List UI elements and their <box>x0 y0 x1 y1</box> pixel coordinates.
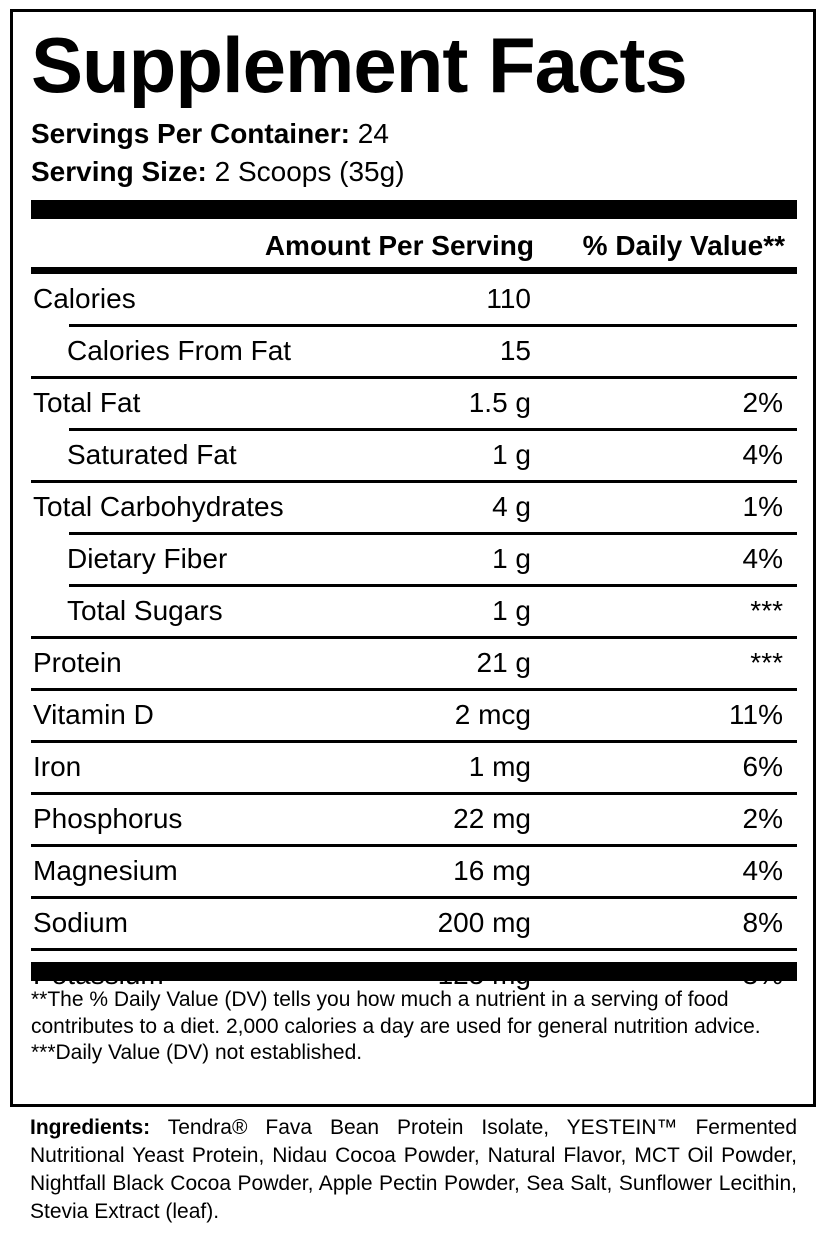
nutrient-amount: 1.5 g <box>468 387 531 418</box>
nutrient-row: Total Sugars 1 g *** <box>31 584 797 636</box>
medium-divider <box>31 267 797 274</box>
nutrient-name: Sodium <box>33 907 128 938</box>
nutrient-name: Calories From Fat <box>67 335 292 366</box>
amount-header: Amount Per Serving <box>264 230 534 261</box>
panel-title: Supplement Facts <box>31 21 688 109</box>
nutrient-daily-value: 11% <box>729 699 783 730</box>
serving-size-label: Serving Size: <box>31 156 207 187</box>
nutrient-row: Calories 110 <box>31 275 797 324</box>
nutrient-row: Phosphorus 22 mg 2% <box>31 792 797 844</box>
nutrient-amount: 1 g <box>492 439 531 470</box>
nutrient-daily-value: *** <box>750 595 783 626</box>
nutrient-amount: 1 mg <box>468 751 531 782</box>
nutrient-daily-value: 8% <box>742 907 783 938</box>
nutrient-amount: 16 mg <box>453 855 531 886</box>
nutrient-daily-value: 4% <box>742 543 783 574</box>
nutrient-daily-value: 6% <box>742 751 783 782</box>
nutrient-row: Protein 21 g *** <box>31 636 797 688</box>
nutrient-name: Protein <box>33 647 122 678</box>
nutrient-amount: 21 g <box>476 647 532 678</box>
nutrient-daily-value: 4% <box>742 439 783 470</box>
nutrient-row: Vitamin D 2 mcg 11% <box>31 688 797 740</box>
ingredients-label: Ingredients: <box>30 1116 151 1139</box>
nutrient-row: Saturated Fat 1 g 4% <box>31 428 797 480</box>
nutrient-name: Total Fat <box>33 387 141 418</box>
nutrient-table: Calories 110 Calories From Fat 15 Total Fat 1… <box>31 275 797 1000</box>
supplement-facts-panel: Supplement Facts Servings Per Container:… <box>10 9 816 1107</box>
nutrient-amount: 2 mcg <box>454 699 531 730</box>
serving-size-value: 2 Scoops (35g) <box>214 156 405 187</box>
nutrient-row: Magnesium 16 mg 4% <box>31 844 797 896</box>
nutrient-amount: 200 mg <box>437 907 531 938</box>
thick-divider <box>31 200 797 219</box>
nutrient-daily-value: *** <box>750 647 783 678</box>
nutrient-daily-value: 4% <box>742 855 783 886</box>
thick-divider-bottom <box>31 962 797 981</box>
footnote-dv: **The % Daily Value (DV) tells you how m… <box>31 988 761 1038</box>
nutrient-name: Saturated Fat <box>67 439 237 470</box>
ingredients-text: Tendra® Fava Bean Protein Isolate, YESTE… <box>30 1116 797 1223</box>
ingredients: Ingredients: Tendra® Fava Bean Protein I… <box>30 1114 797 1226</box>
nutrient-row: Sodium 200 mg 8% <box>31 896 797 948</box>
nutrient-name: Magnesium <box>33 855 178 886</box>
nutrient-daily-value: 1% <box>742 491 783 522</box>
nutrient-amount: 22 mg <box>453 803 531 834</box>
serving-size: Serving Size: 2 Scoops (35g) <box>31 156 405 188</box>
footnote-not-established: ***Daily Value (DV) not established. <box>31 1041 363 1064</box>
nutrient-name: Dietary Fiber <box>67 543 228 574</box>
nutrient-name: Phosphorus <box>33 803 183 834</box>
servings-label: Servings Per Container: <box>31 118 350 149</box>
column-header: Amount Per Serving % Daily Value** <box>31 220 797 270</box>
nutrient-amount: 15 <box>499 335 531 366</box>
nutrient-amount: 4 g <box>492 491 531 522</box>
nutrient-row: Total Carbohydrates 4 g 1% <box>31 480 797 532</box>
nutrient-row: Total Fat 1.5 g 2% <box>31 376 797 428</box>
nutrient-name: Total Sugars <box>67 595 223 626</box>
servings-value: 24 <box>357 118 389 149</box>
nutrient-name: Vitamin D <box>33 699 154 730</box>
servings-per-container: Servings Per Container: 24 <box>31 118 389 150</box>
nutrient-row: Iron 1 mg 6% <box>31 740 797 792</box>
nutrient-amount: 1 g <box>492 543 531 574</box>
nutrient-daily-value: 2% <box>742 803 783 834</box>
nutrient-row: Dietary Fiber 1 g 4% <box>31 532 797 584</box>
nutrient-amount: 1 g <box>492 595 531 626</box>
nutrient-row: Calories From Fat 15 <box>31 324 797 376</box>
nutrient-daily-value: 2% <box>742 387 783 418</box>
daily-value-header: % Daily Value** <box>582 230 785 261</box>
nutrient-name: Calories <box>33 283 136 314</box>
nutrient-name: Total Carbohydrates <box>33 491 284 522</box>
nutrient-name: Iron <box>33 751 82 782</box>
nutrient-amount: 110 <box>486 283 531 314</box>
footnotes: **The % Daily Value (DV) tells you how m… <box>31 987 801 1067</box>
